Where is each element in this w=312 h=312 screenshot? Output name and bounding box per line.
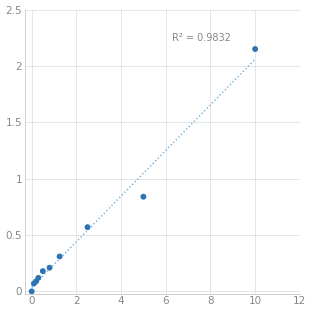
Point	[253, 46, 258, 51]
Point	[36, 275, 41, 280]
Point	[47, 265, 52, 270]
Point	[34, 279, 39, 284]
Point	[29, 289, 34, 294]
Point	[40, 269, 45, 274]
Point	[85, 225, 90, 230]
Point	[57, 254, 62, 259]
Text: R² = 0.9832: R² = 0.9832	[173, 33, 231, 43]
Point	[32, 281, 37, 286]
Point	[141, 194, 146, 199]
